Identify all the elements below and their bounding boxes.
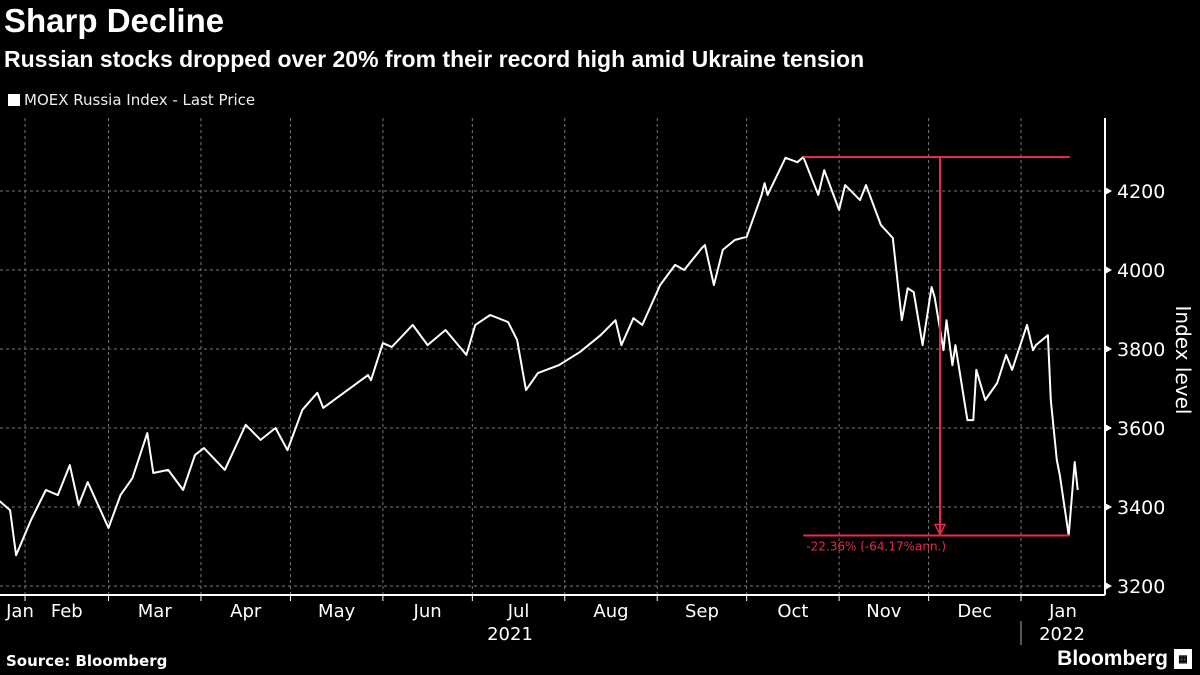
- y-tick: [1105, 424, 1112, 432]
- x-tick-label: Jun: [413, 601, 442, 622]
- y-axis-title: Index level: [1171, 305, 1195, 415]
- x-tick-label: Feb: [51, 601, 83, 622]
- logo-text: Bloomberg: [1057, 647, 1168, 670]
- source-note: Source: Bloomberg: [6, 652, 168, 670]
- x-tick-label: Nov: [866, 601, 901, 622]
- y-tick-label: 4000: [1117, 260, 1165, 282]
- y-tick: [1105, 582, 1112, 590]
- chart-subtitle: Russian stocks dropped over 20% from the…: [4, 46, 865, 72]
- y-tick-label: 3200: [1117, 576, 1165, 598]
- y-tick: [1105, 187, 1112, 195]
- legend: MOEX Russia Index - Last Price: [8, 91, 255, 109]
- x-tick-label: Jul: [507, 601, 530, 622]
- y-tick: [1105, 266, 1112, 274]
- y-tick-label: 3800: [1117, 339, 1165, 361]
- y-tick-label: 4200: [1117, 181, 1165, 203]
- x-tick-label: Apr: [230, 601, 262, 622]
- annotation-arrow-head-icon: [933, 523, 947, 537]
- x-tick-label: Aug: [593, 601, 628, 622]
- y-tick-label: 3400: [1117, 497, 1165, 519]
- annotation-label: -22.36% (-64.17%ann.): [806, 539, 946, 553]
- series-line: [0, 156, 1079, 557]
- y-tick-label: 3600: [1117, 418, 1165, 440]
- x-tick-label: Dec: [957, 601, 992, 622]
- x-tick-label: Jan: [5, 601, 34, 622]
- legend-swatch: [8, 94, 20, 106]
- y-tick: [1105, 503, 1112, 511]
- chart-title: Sharp Decline: [4, 2, 225, 39]
- x-tick-label: Oct: [777, 601, 808, 622]
- year-label: 2022: [1039, 624, 1085, 645]
- legend-label: MOEX Russia Index - Last Price: [24, 91, 256, 109]
- x-tick-label: Mar: [138, 601, 173, 622]
- x-tick-label: Jan: [1048, 601, 1077, 622]
- y-tick: [1105, 345, 1112, 353]
- bloomberg-logo: Bloomberg ▦: [1057, 647, 1192, 671]
- year-label: 2021: [487, 624, 533, 645]
- bloomberg-mark-icon: ▦: [1174, 649, 1192, 669]
- x-tick-label: May: [318, 601, 356, 622]
- x-tick-label: Sep: [685, 601, 719, 622]
